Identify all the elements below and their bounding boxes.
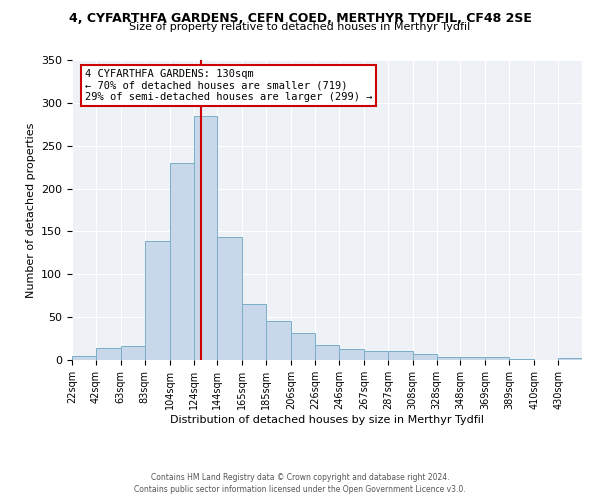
- Bar: [194, 116, 217, 360]
- Bar: [217, 236, 242, 360]
- Bar: [145, 241, 170, 360]
- Text: Contains HM Land Registry data © Crown copyright and database right 2024.
Contai: Contains HM Land Registry data © Crown c…: [134, 472, 466, 494]
- Text: 4 CYFARTHFA GARDENS: 130sqm
← 70% of detached houses are smaller (719)
29% of se: 4 CYFARTHFA GARDENS: 130sqm ← 70% of det…: [85, 69, 372, 102]
- Bar: [485, 358, 509, 360]
- Bar: [170, 163, 194, 360]
- Bar: [339, 349, 364, 360]
- Bar: [242, 304, 266, 360]
- Bar: [388, 352, 413, 360]
- Bar: [291, 332, 315, 360]
- Bar: [315, 344, 339, 360]
- Bar: [96, 348, 121, 360]
- Bar: [121, 346, 145, 360]
- Bar: [413, 354, 437, 360]
- Bar: [364, 352, 388, 360]
- Text: Size of property relative to detached houses in Merthyr Tydfil: Size of property relative to detached ho…: [130, 22, 470, 32]
- X-axis label: Distribution of detached houses by size in Merthyr Tydfil: Distribution of detached houses by size …: [170, 414, 484, 424]
- Bar: [72, 356, 96, 360]
- Y-axis label: Number of detached properties: Number of detached properties: [26, 122, 35, 298]
- Bar: [266, 320, 291, 360]
- Text: 4, CYFARTHFA GARDENS, CEFN COED, MERTHYR TYDFIL, CF48 2SE: 4, CYFARTHFA GARDENS, CEFN COED, MERTHYR…: [68, 12, 532, 26]
- Bar: [437, 356, 460, 360]
- Bar: [460, 356, 485, 360]
- Bar: [558, 358, 582, 360]
- Bar: [509, 359, 535, 360]
